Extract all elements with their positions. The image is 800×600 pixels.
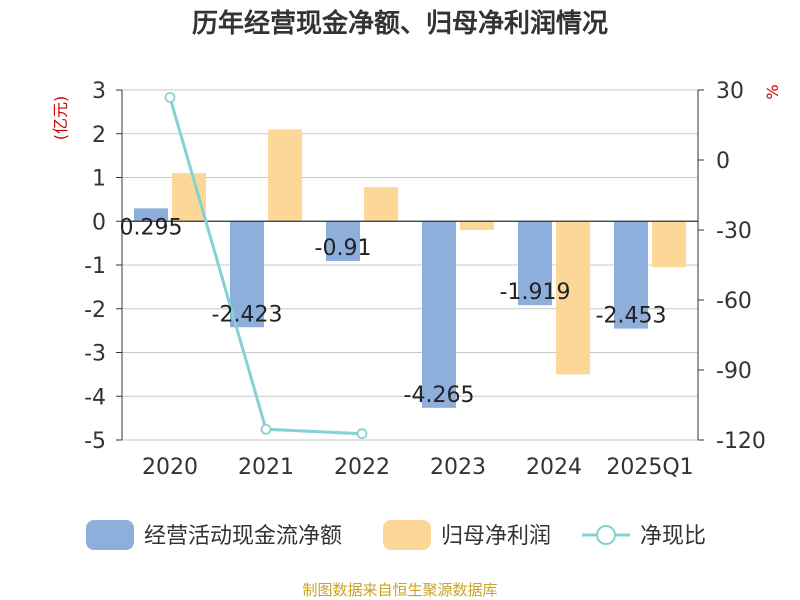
netprofit-bar[interactable] (460, 221, 494, 230)
left-tick-label: 1 (92, 167, 106, 192)
left-tick-label: -3 (84, 342, 106, 367)
left-tick-label: -1 (84, 254, 106, 279)
cashratio-point[interactable] (356, 428, 368, 440)
label-layer: 0.295 -2.423 -0.91 -4.265 -1.919 -2.453 (120, 215, 667, 408)
left-tick-label: 2 (92, 123, 106, 148)
cashflow-bar[interactable] (326, 221, 360, 262)
netprofit-bar[interactable] (364, 187, 398, 222)
cashflow-data-label: -2.453 (596, 304, 667, 329)
left-tick-label: -2 (84, 298, 106, 323)
bar-layer (134, 129, 686, 408)
cashflow-data-label: -4.265 (404, 383, 475, 408)
axis-layer: 3 2 1 0 -1 -2 -3 -4 -5 30 0 -30 -60 -90 -120 2020 2021 20… (84, 79, 766, 480)
right-tick-label: -60 (716, 289, 752, 314)
category-label: 2025Q1 (606, 455, 693, 480)
cashflow-data-label: -2.423 (212, 302, 283, 327)
legend-label-cashratio: 净现比 (640, 524, 706, 549)
netprofit-bar[interactable] (652, 221, 686, 268)
chart-title: 历年经营现金净额、归母净利润情况 (192, 8, 608, 39)
netprofit-bar[interactable] (556, 221, 590, 375)
cashflow-bar[interactable] (422, 221, 456, 408)
cashflow-data-label: -1.919 (500, 280, 571, 305)
category-label: 2022 (334, 455, 390, 480)
legend-swatch-cashflow (86, 520, 134, 550)
left-tick-label: 0 (92, 210, 106, 235)
category-label: 2024 (526, 455, 582, 480)
legend-swatch-netprofit (383, 520, 431, 550)
cashflow-bar[interactable] (518, 221, 552, 306)
category-label: 2020 (142, 455, 198, 480)
category-label: 2023 (430, 455, 486, 480)
cashflow-bar[interactable] (230, 221, 264, 328)
legend-label-cashflow: 经营活动现金流净额 (144, 524, 342, 549)
right-tick-label: -30 (716, 219, 752, 244)
right-tick-label: -90 (716, 359, 752, 384)
right-tick-label: 30 (716, 79, 744, 104)
cashflow-data-label: 0.295 (120, 215, 183, 240)
cashflow-data-label: -0.91 (315, 236, 372, 261)
cashratio-point[interactable] (164, 92, 176, 103)
legend-label-netprofit: 归母净利润 (441, 524, 551, 549)
netprofit-bar[interactable] (172, 173, 206, 222)
left-tick-label: -5 (84, 429, 106, 454)
right-tick-label: 0 (716, 149, 730, 174)
cashratio-point[interactable] (260, 423, 272, 435)
legend: 经营活动现金流净额 归母净利润 净现比 (86, 520, 706, 550)
cashratio-line (168, 97, 363, 436)
line-layer (164, 92, 368, 440)
left-tick-label: 3 (92, 79, 106, 104)
cashflow-bar[interactable] (134, 208, 168, 222)
netprofit-bar[interactable] (268, 129, 302, 222)
source-note: 制图数据来自恒生聚源数据库 (302, 581, 497, 599)
legend-item-netprofit[interactable]: 归母净利润 (383, 520, 551, 550)
right-axis-unit: % (763, 84, 782, 99)
legend-item-cashflow[interactable]: 经营活动现金流净额 (86, 520, 342, 550)
cashflow-bar[interactable] (614, 221, 648, 329)
category-label: 2021 (238, 455, 294, 480)
legend-item-cashratio[interactable]: 净现比 (582, 524, 706, 549)
legend-marker-cashratio (596, 525, 616, 545)
left-tick-label: -4 (84, 385, 106, 410)
right-tick-label: -120 (716, 429, 766, 454)
left-axis-unit: (亿元) (51, 96, 70, 141)
